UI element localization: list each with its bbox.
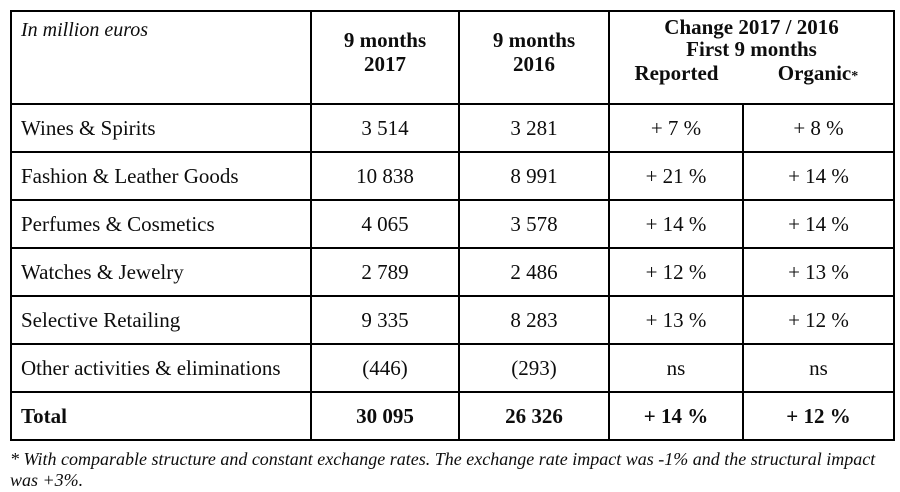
organic-label: Organic	[777, 61, 852, 85]
period-line1: 9 months	[343, 28, 427, 52]
table-body: Wines & Spirits 3 514 3 281 + 7 % + 8 % …	[10, 103, 895, 441]
table-row-selective-retailing: Selective Retailing 9 335 8 283 + 13 % +…	[10, 295, 895, 345]
row-label: Wines & Spirits	[10, 103, 312, 153]
table-row-other-activities: Other activities & eliminations (446) (2…	[10, 343, 895, 393]
table-row-watches-jewelry: Watches & Jewelry 2 789 2 486 + 12 % + 1…	[10, 247, 895, 297]
row-label: Selective Retailing	[10, 295, 312, 345]
value-reported: + 14 %	[608, 391, 744, 441]
value-organic: + 14 %	[742, 151, 895, 201]
value-2016: 26 326	[458, 391, 610, 441]
column-header-9m-2017: 9 months 2017	[310, 10, 460, 105]
unit-label: In million euros	[10, 10, 312, 105]
table-header: In million euros 9 months 2017 9 months …	[10, 10, 895, 105]
value-2016: 8 283	[458, 295, 610, 345]
value-2016: 8 991	[458, 151, 610, 201]
change-title: Change 2017 / 2016	[664, 15, 839, 39]
row-label: Other activities & eliminations	[10, 343, 312, 393]
table-row-perfumes-cosmetics: Perfumes & Cosmetics 4 065 3 578 + 14 % …	[10, 199, 895, 249]
value-reported: ns	[608, 343, 744, 393]
value-organic: + 8 %	[742, 103, 895, 153]
value-organic: + 12 %	[742, 391, 895, 441]
table-row-fashion-leather: Fashion & Leather Goods 10 838 8 991 + 2…	[10, 151, 895, 201]
column-header-reported: Reported	[634, 61, 719, 85]
value-2016: (293)	[458, 343, 610, 393]
footnote: * With comparable structure and constant…	[10, 449, 876, 490]
value-reported: + 13 %	[608, 295, 744, 345]
column-header-change: Change 2017 / 2016 First 9 months Report…	[608, 10, 895, 105]
value-organic: + 12 %	[742, 295, 895, 345]
column-header-organic: Organic*	[743, 61, 892, 88]
change-subtitle: First 9 months	[686, 37, 817, 61]
value-2016: 3 281	[458, 103, 610, 153]
row-label: Watches & Jewelry	[10, 247, 312, 297]
column-header-9m-2016: 9 months 2016	[458, 10, 610, 105]
value-2016: 2 486	[458, 247, 610, 297]
value-2017: 2 789	[310, 247, 460, 297]
value-2017: 3 514	[310, 103, 460, 153]
table-row-total: Total 30 095 26 326 + 14 % + 12 %	[10, 391, 895, 441]
period-line2: 2017	[364, 52, 406, 76]
value-reported: + 12 %	[608, 247, 744, 297]
value-reported: + 14 %	[608, 199, 744, 249]
change-subcolumns: Reported Organic*	[611, 61, 892, 88]
revenue-by-business-group-table: In million euros 9 months 2017 9 months …	[10, 10, 895, 441]
value-organic: + 14 %	[742, 199, 895, 249]
value-2017: 30 095	[310, 391, 460, 441]
value-2017: 9 335	[310, 295, 460, 345]
row-label: Perfumes & Cosmetics	[10, 199, 312, 249]
value-2017: 4 065	[310, 199, 460, 249]
value-organic: ns	[742, 343, 895, 393]
row-label: Total	[10, 391, 312, 441]
period-line2: 2016	[513, 52, 555, 76]
row-label: Fashion & Leather Goods	[10, 151, 312, 201]
value-organic: + 13 %	[742, 247, 895, 297]
value-reported: + 7 %	[608, 103, 744, 153]
period-line1: 9 months	[492, 28, 576, 52]
header-row: In million euros 9 months 2017 9 months …	[10, 10, 895, 105]
value-2016: 3 578	[458, 199, 610, 249]
value-2017: 10 838	[310, 151, 460, 201]
value-2017: (446)	[310, 343, 460, 393]
footnote-asterisk-marker: *	[851, 69, 859, 84]
table-row-wines-spirits: Wines & Spirits 3 514 3 281 + 7 % + 8 %	[10, 103, 895, 153]
value-reported: + 21 %	[608, 151, 744, 201]
